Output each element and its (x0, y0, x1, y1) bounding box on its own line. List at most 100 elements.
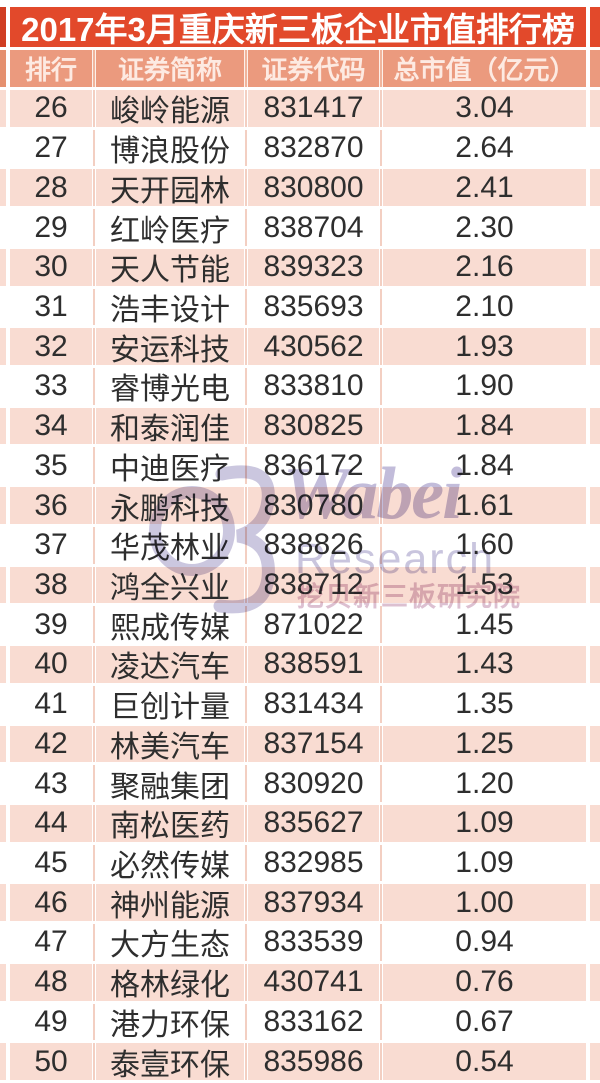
right-edge-sliver (590, 646, 600, 686)
rank-cell: 42 (10, 725, 92, 766)
security-code-cell: 830920 (248, 765, 379, 805)
column-divider (92, 447, 96, 488)
rank-cell: 48 (10, 963, 92, 1004)
table-row: 47 大方生态 833539 0.94 (0, 924, 600, 964)
rank-cell: 32 (10, 328, 92, 369)
left-edge-sliver (0, 7, 6, 50)
market-value-cell: 1.84 (383, 407, 586, 448)
column-divider (244, 328, 248, 369)
rank-cell: 33 (10, 368, 92, 408)
column-divider (92, 50, 96, 90)
left-edge-sliver (0, 328, 6, 369)
table-row: 45 必然传媒 832985 1.09 (0, 844, 600, 885)
column-divider (379, 1003, 383, 1044)
table: 2017年3月重庆新三板企业市值排行榜 排行 证券简称 证券代码 总市值（亿元）… (0, 7, 600, 1083)
left-edge-sliver (0, 606, 6, 647)
rank-cell: 49 (10, 1003, 92, 1044)
column-divider (92, 90, 96, 130)
right-edge-sliver (590, 1003, 600, 1044)
rank-cell: 43 (10, 765, 92, 805)
table-row: 27 博浪股份 832870 2.64 (0, 129, 600, 170)
column-divider (244, 963, 248, 1004)
rank-cell: 37 (10, 526, 92, 567)
left-edge-sliver (0, 169, 6, 210)
table-row: 48 格林绿化 430741 0.76 (0, 963, 600, 1004)
rank-cell: 38 (10, 566, 92, 607)
market-value-cell: 2.10 (383, 288, 586, 329)
security-code-cell: 837154 (248, 725, 379, 766)
right-edge-sliver (590, 804, 600, 845)
left-edge-sliver (0, 129, 6, 170)
security-code-cell: 835693 (248, 288, 379, 329)
rank-cell: 30 (10, 248, 92, 289)
rank-cell: 28 (10, 169, 92, 210)
column-divider (92, 566, 96, 607)
right-edge-sliver (590, 288, 600, 329)
right-edge-sliver (590, 924, 600, 964)
rank-cell: 36 (10, 487, 92, 527)
column-divider (244, 169, 248, 210)
left-edge-sliver (0, 50, 6, 90)
right-edge-sliver (590, 725, 600, 766)
column-divider (92, 963, 96, 1004)
right-edge-sliver (590, 50, 600, 90)
column-divider (244, 288, 248, 329)
column-divider (244, 685, 248, 726)
left-edge-sliver (0, 447, 6, 488)
left-edge-sliver (0, 646, 6, 686)
column-divider (379, 606, 383, 647)
column-divider (379, 765, 383, 805)
right-edge-sliver (590, 248, 600, 289)
market-value-cell: 1.20 (383, 765, 586, 805)
left-edge-sliver (0, 844, 6, 885)
company-name-cell: 睿博光电 (96, 368, 244, 408)
company-name-cell: 峻岭能源 (96, 90, 244, 130)
market-value-cell: 3.04 (383, 90, 586, 130)
column-divider (92, 209, 96, 249)
column-header-rank: 排行 (10, 50, 92, 90)
column-divider (92, 924, 96, 964)
left-edge-sliver (0, 288, 6, 329)
right-edge-sliver (590, 7, 600, 50)
right-edge-sliver (590, 129, 600, 170)
company-name-cell: 泰壹环保 (96, 1043, 244, 1083)
header-row: 排行 证券简称 证券代码 总市值（亿元） (0, 50, 600, 90)
rank-cell: 44 (10, 804, 92, 845)
left-edge-sliver (0, 725, 6, 766)
table-row: 49 港力环保 833162 0.67 (0, 1003, 600, 1044)
security-code-cell: 830800 (248, 169, 379, 210)
market-value-cell: 1.45 (383, 606, 586, 647)
left-edge-sliver (0, 765, 6, 805)
table-row: 43 聚融集团 830920 1.20 (0, 765, 600, 805)
column-divider (379, 90, 383, 130)
table-row: 32 安运科技 430562 1.93 (0, 328, 600, 369)
security-code-cell: 839323 (248, 248, 379, 289)
company-name-cell: 浩丰设计 (96, 288, 244, 329)
column-divider (379, 209, 383, 249)
column-divider (244, 368, 248, 408)
security-code-cell: 430741 (248, 963, 379, 1004)
column-divider (92, 606, 96, 647)
right-edge-sliver (590, 1043, 600, 1083)
company-name-cell: 大方生态 (96, 924, 244, 964)
rank-cell: 45 (10, 844, 92, 885)
company-name-cell: 鸿全兴业 (96, 566, 244, 607)
security-code-cell: 837934 (248, 884, 379, 925)
rank-cell: 50 (10, 1043, 92, 1083)
column-divider (379, 844, 383, 885)
column-divider (244, 248, 248, 289)
column-divider (92, 1003, 96, 1044)
company-name-cell: 格林绿化 (96, 963, 244, 1004)
column-divider (92, 368, 96, 408)
market-value-cell: 1.09 (383, 844, 586, 885)
column-divider (92, 844, 96, 885)
column-divider (244, 129, 248, 170)
security-code-cell: 838712 (248, 566, 379, 607)
left-edge-sliver (0, 1003, 6, 1044)
security-code-cell: 831417 (248, 90, 379, 130)
left-edge-sliver (0, 685, 6, 726)
market-value-cell: 1.60 (383, 526, 586, 567)
column-divider (379, 646, 383, 686)
rank-cell: 27 (10, 129, 92, 170)
left-edge-sliver (0, 487, 6, 527)
